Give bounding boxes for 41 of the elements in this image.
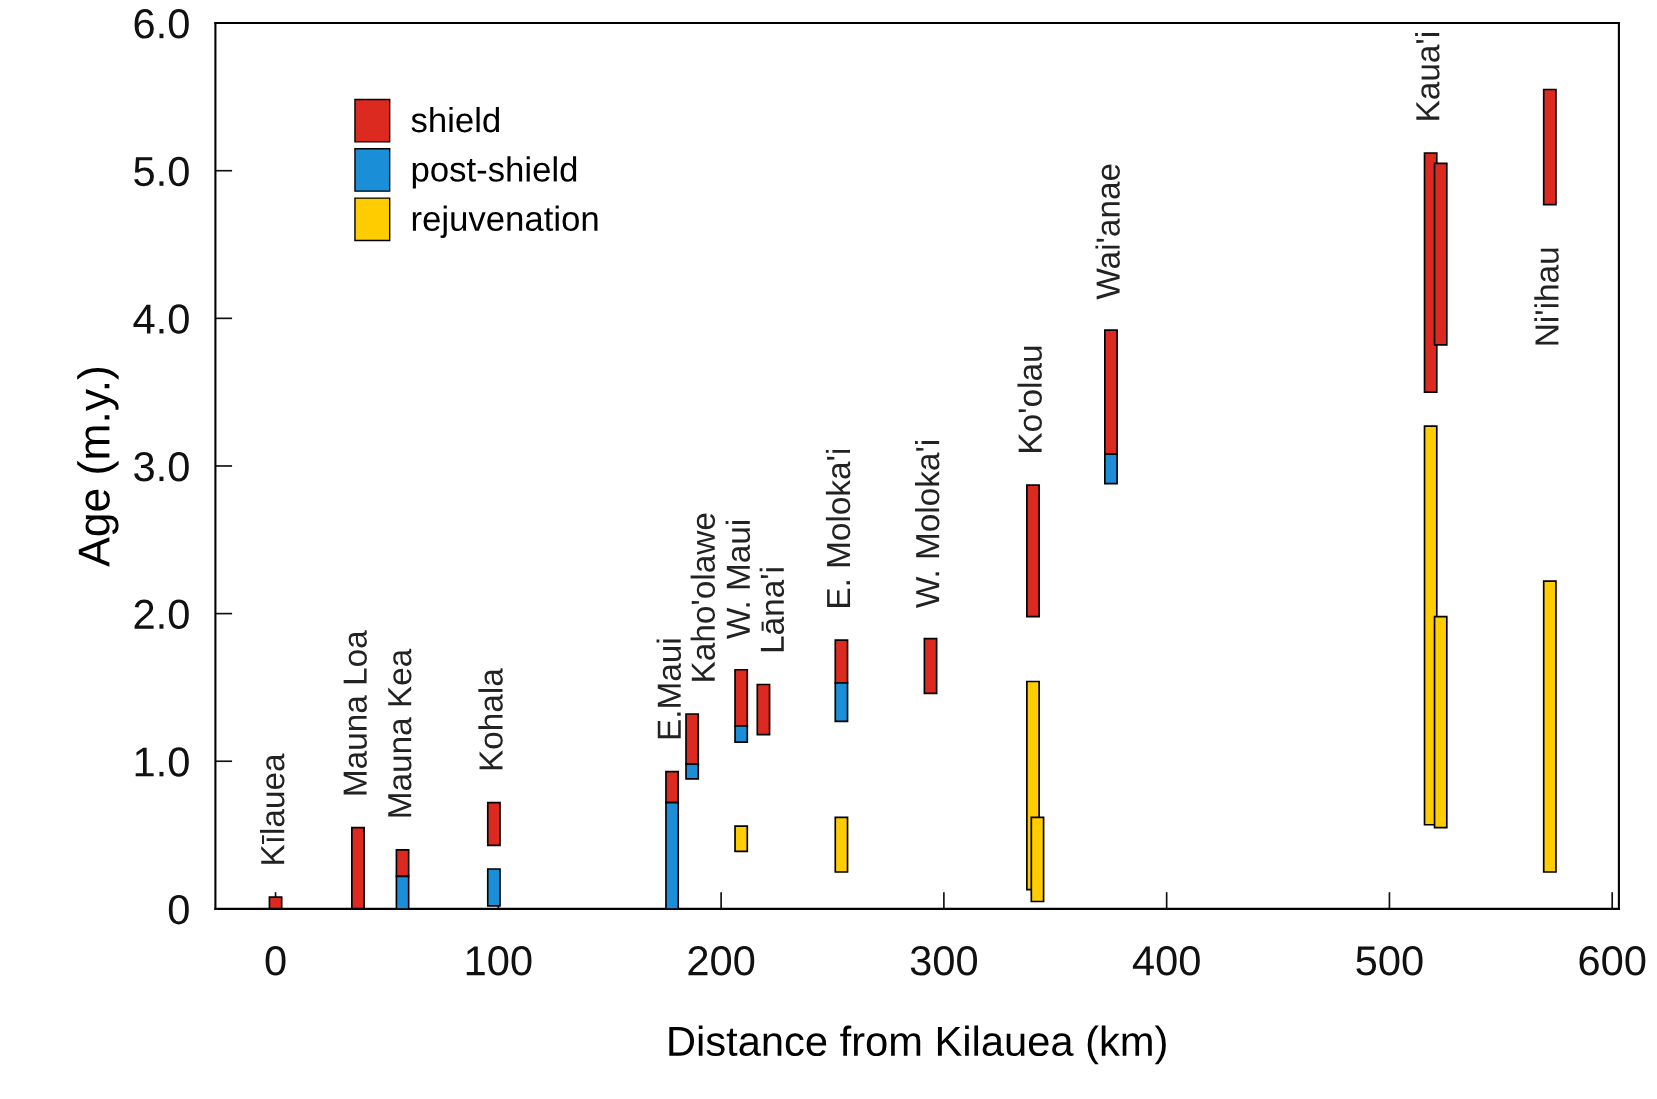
bar: [486, 801, 501, 847]
bar: [834, 816, 849, 873]
annotation: Kīlauea: [260, 753, 285, 864]
annotation: E. Moloka'i: [825, 449, 851, 607]
bar: [756, 683, 771, 736]
annotation: Wai'anae: [1095, 164, 1120, 300]
annotation: Mauna Kea: [388, 648, 412, 817]
y-tick-label: 2.0: [134, 599, 189, 630]
annotation: Ni'ihau: [1534, 248, 1559, 345]
x-tick-label: 0: [265, 946, 286, 976]
y-tick-label: 6.0: [134, 9, 189, 39]
annotation: Kohala: [478, 668, 503, 770]
legend-label: post-shield: [412, 156, 577, 189]
annotation: W. Moloka'i: [914, 441, 940, 608]
annotation: Mauna Loa: [343, 630, 367, 795]
y-tick-label: 4.0: [133, 304, 189, 334]
y-tick-label: 0: [168, 894, 189, 925]
bar: [1542, 580, 1557, 873]
annotation: Lāna'i: [759, 568, 785, 652]
annotation: E.Maui: [656, 639, 682, 739]
y-tick-label: 3.0: [134, 451, 189, 482]
bar: [923, 637, 938, 695]
annotation: Kaho'olawe: [690, 513, 716, 681]
x-tick-label: 500: [1356, 946, 1423, 976]
x-tick-label: 300: [910, 946, 978, 976]
legend-label: shield: [411, 106, 499, 133]
x-tick-label: 600: [1579, 946, 1646, 976]
annotation: W. Maui: [725, 521, 751, 640]
x-axis-title: Distance from Kilauea (km): [669, 1025, 1166, 1065]
y-axis-title: Age (m.y.): [77, 367, 119, 567]
bar: [1026, 484, 1040, 618]
bar: [1542, 88, 1557, 206]
y-tick-label: 5.0: [134, 156, 189, 187]
annotation: Kaua'i: [1415, 33, 1440, 120]
legend-label: rejuvenation: [412, 205, 598, 238]
bar: [734, 825, 749, 853]
x-tick-label: 400: [1132, 946, 1200, 976]
annotation: Ko'olau: [1017, 346, 1042, 452]
x-tick-label: 100: [466, 946, 532, 976]
y-tick-label: 1.0: [135, 747, 189, 777]
x-tick-label: 200: [688, 946, 755, 976]
